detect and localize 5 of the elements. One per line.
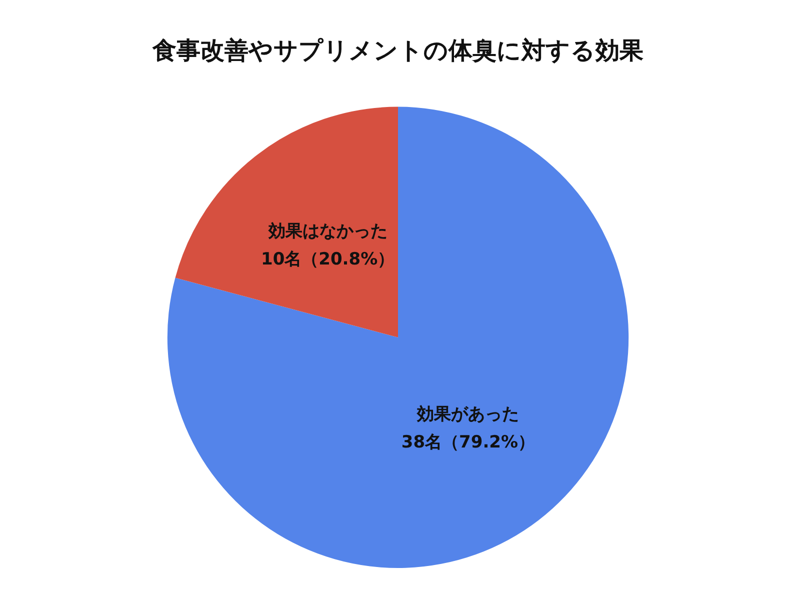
chart-title: 食事改善やサプリメントの体臭に対する効果 — [152, 36, 644, 65]
data-label: 38名（79.2%） — [401, 432, 536, 452]
slice-label: 効果があった — [416, 404, 520, 424]
data-label: 10名（20.8%） — [260, 249, 395, 270]
slice-label: 効果はなかった — [267, 221, 388, 242]
